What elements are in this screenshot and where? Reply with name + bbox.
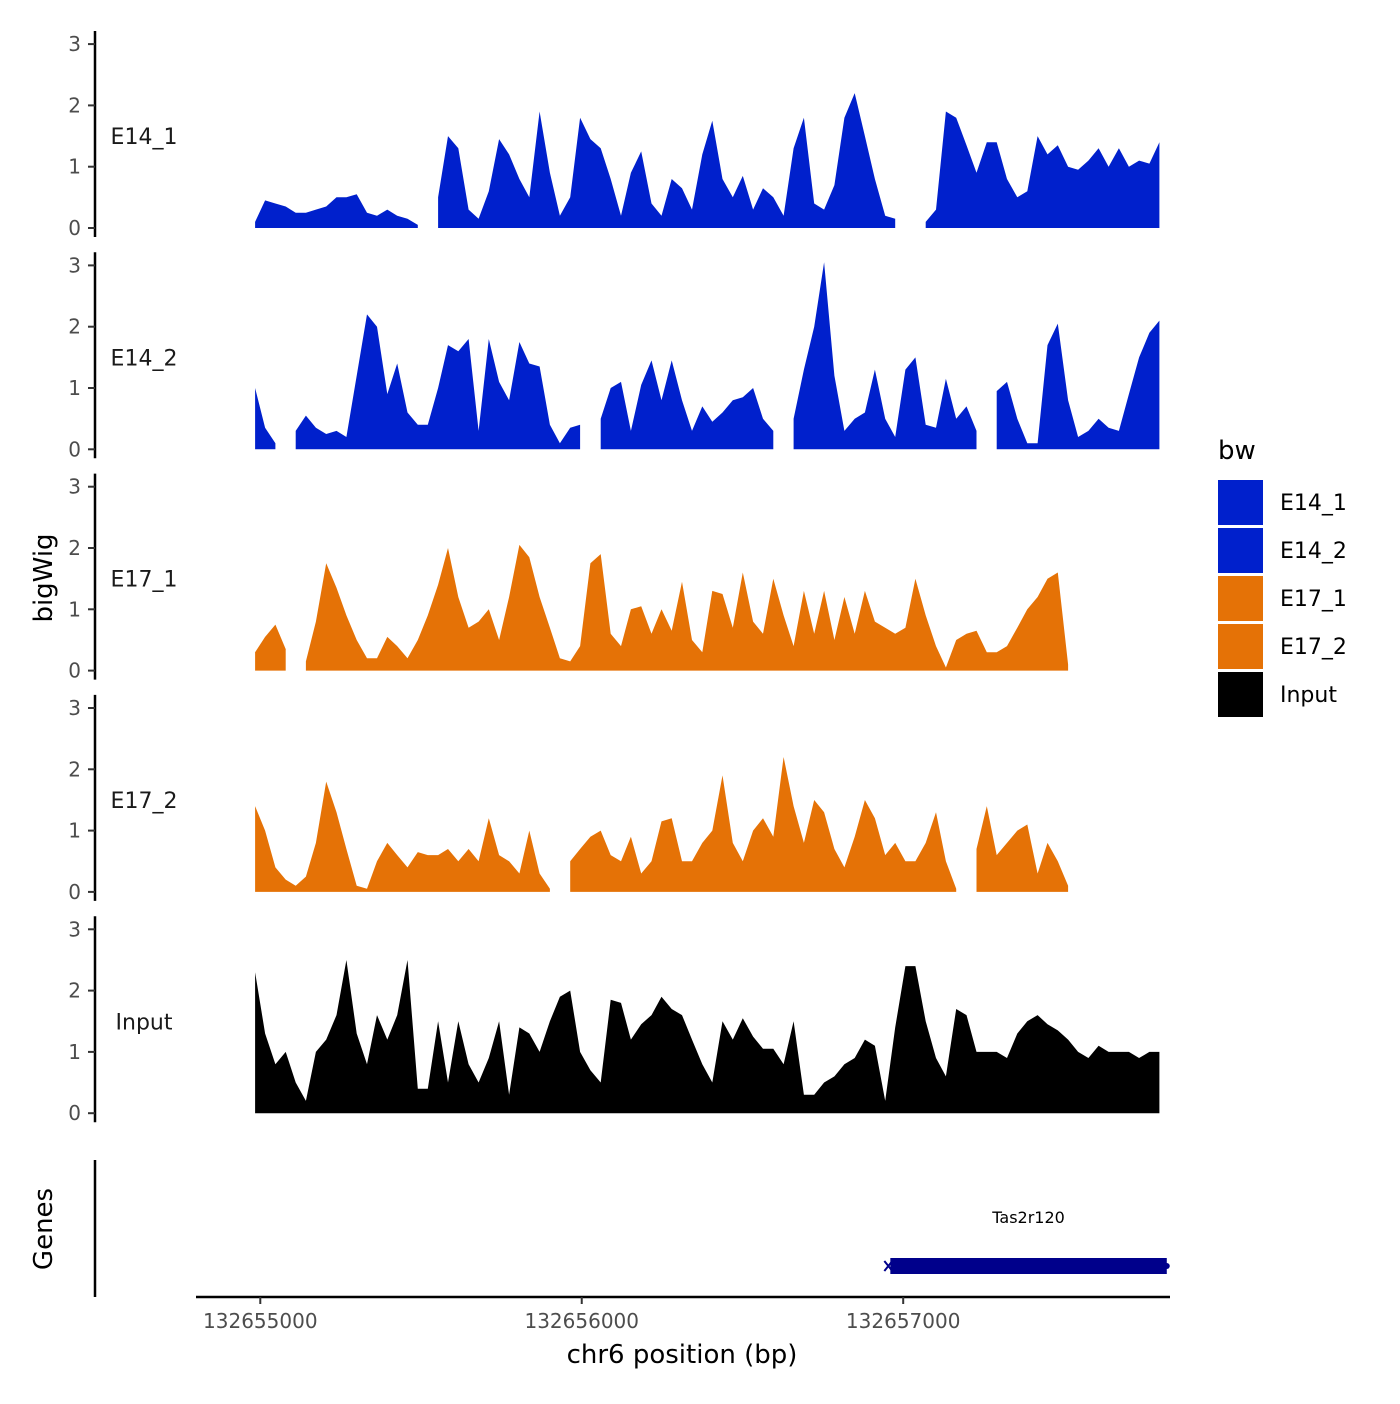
x-tick-label: 132655000 — [203, 1309, 318, 1333]
coverage-area-E17_1 — [305, 544, 1069, 671]
coverage-area-E17_2 — [255, 781, 550, 892]
track-label: E14_1 — [111, 125, 178, 150]
coverage-area-E14_2 — [793, 262, 977, 450]
gene-strand-marker — [883, 1260, 894, 1272]
x-tick-label: 132657000 — [846, 1309, 961, 1333]
y-tick-label: 2 — [68, 757, 81, 781]
legend-swatch-E14_1 — [1218, 480, 1263, 525]
y-tick-label: 3 — [68, 917, 81, 941]
coverage-area-E14_2 — [996, 320, 1160, 450]
coverage-area-E14_1 — [925, 111, 1160, 228]
legend-label: E14_1 — [1280, 491, 1347, 516]
coverage-area-E14_1 — [255, 194, 418, 228]
coverage-area-E14_2 — [295, 314, 581, 450]
coverage-area-Input — [255, 960, 1160, 1114]
track-E17_2: E17_2 — [111, 757, 1069, 892]
x-axis-title: chr6 position (bp) — [567, 1340, 798, 1370]
legend-label: E17_2 — [1280, 635, 1347, 660]
y-tick-label: 0 — [68, 1101, 81, 1125]
y-tick-label: 3 — [68, 32, 81, 56]
gene-end-marker — [1163, 1263, 1170, 1269]
legend: bw E14_1 E14_2 E17_1 E17_2 Input — [1218, 436, 1347, 717]
legend-label: E17_1 — [1280, 587, 1347, 612]
x-tick-label: 132656000 — [524, 1309, 639, 1333]
y-tick-label: 2 — [68, 536, 81, 560]
y-tick-label: 2 — [68, 93, 81, 117]
y-tick-label: 3 — [68, 253, 81, 277]
y-tick-label: 1 — [68, 597, 81, 621]
legend-label: Input — [1280, 683, 1337, 708]
legend-swatch-E17_2 — [1218, 624, 1263, 669]
gene-Tas2r120: Tas2r120 — [883, 1208, 1170, 1274]
coverage-area-E14_1 — [438, 93, 896, 228]
coverage-area-E17_2 — [976, 806, 1069, 892]
track-Input: Input — [116, 960, 1160, 1114]
y-tick-label: 0 — [68, 437, 81, 461]
track-E14_2: E14_2 — [111, 262, 1160, 450]
y-tick-label: 1 — [68, 155, 81, 179]
y-tick-label: 0 — [68, 216, 81, 240]
y-tick-label: 3 — [68, 475, 81, 499]
legend-label: E14_2 — [1280, 539, 1347, 564]
coverage-area-E14_2 — [255, 388, 276, 450]
coverage-area-E14_2 — [600, 360, 774, 450]
track-label: E14_2 — [111, 346, 178, 371]
track-label: E17_1 — [111, 568, 178, 593]
genes-axis-title: Genes — [29, 1188, 59, 1270]
y-tick-label: 2 — [68, 979, 81, 1003]
y-tick-label: 2 — [68, 315, 81, 339]
legend-swatch-Input — [1218, 672, 1263, 717]
y-tick-label: 0 — [68, 659, 81, 683]
y-tick-label: 3 — [68, 696, 81, 720]
y-tick-label: 1 — [68, 1040, 81, 1064]
legend-swatch-E17_1 — [1218, 576, 1263, 621]
y-tick-label: 0 — [68, 880, 81, 904]
track-label: E17_2 — [111, 789, 178, 814]
coverage-area-E17_2 — [570, 757, 957, 892]
y-tick-label: 1 — [68, 819, 81, 843]
track-E14_1: E14_1 — [111, 93, 1160, 228]
track-E17_1: E17_1 — [111, 544, 1069, 671]
legend-swatch-E14_2 — [1218, 528, 1263, 573]
gene-label: Tas2r120 — [991, 1208, 1065, 1227]
coverage-area-E17_1 — [255, 624, 286, 671]
track-label: Input — [116, 1010, 173, 1035]
y-tick-label: 1 — [68, 376, 81, 400]
y-axis-title: bigWig — [29, 533, 59, 622]
legend-title: bw — [1218, 436, 1256, 466]
gene-body — [890, 1258, 1167, 1274]
